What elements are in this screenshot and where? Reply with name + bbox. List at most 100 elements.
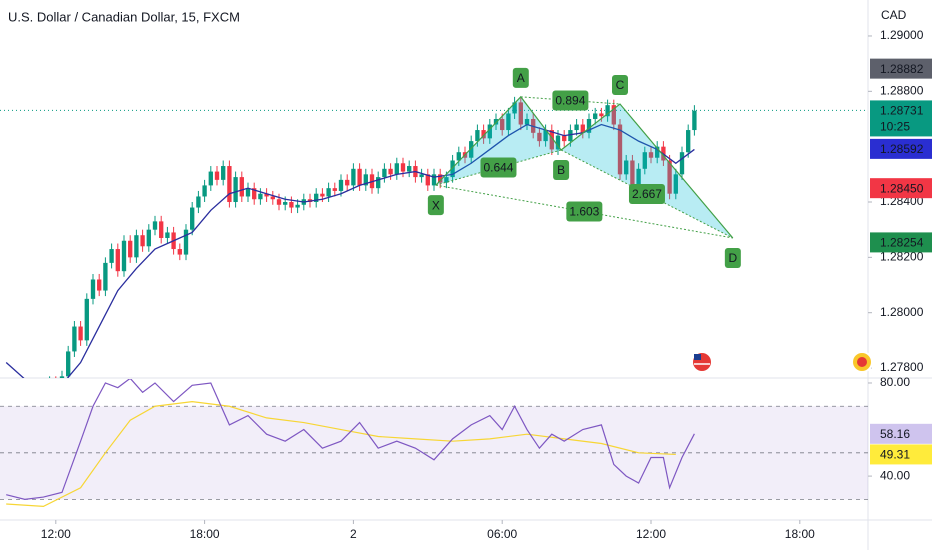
candle-body [159,221,164,238]
y-tick-label: 1.27800 [880,360,924,374]
x-tick-label: 2 [350,527,357,541]
countdown-label: 10:25 [880,120,910,134]
pattern-ratio-label: 1.603 [569,205,599,219]
candle-body [332,188,337,191]
rsi-tick-label: 40.00 [880,468,910,482]
pattern-ratio-label: 0.894 [555,94,585,108]
candle-body [121,240,127,272]
pattern-point-label: C [616,78,625,92]
candle-body [221,166,226,180]
candle-body [128,240,133,258]
currency-label: CAD [881,8,907,22]
candle-body [103,262,108,291]
candle-body [456,152,461,161]
candle-body [642,152,647,169]
candle-body [134,235,139,258]
candle-body [165,232,170,238]
candle-body [493,118,499,125]
candle-body [648,152,654,158]
candle-body [686,130,691,153]
candle-body [276,199,282,205]
candle-body [611,105,616,125]
candle-body [636,168,641,186]
price-tag-label: 1.28882 [880,62,924,76]
pattern-point-label: X [432,198,440,212]
pattern-point-label: A [517,71,525,85]
candle-body [574,124,579,131]
candle-body [400,163,406,172]
candle-body [196,196,201,208]
candle-body [518,102,523,125]
rsi-line [6,379,695,500]
pattern-point-label: D [729,251,738,265]
x-tick-label: 12:00 [41,527,71,541]
candle-body [487,124,492,139]
candle-body [605,105,610,117]
candle-body [394,163,399,175]
candle-body [202,185,207,197]
pattern-point-box [512,67,529,88]
candle-body [450,160,455,178]
candle-body [438,174,443,183]
candle-body [512,102,517,114]
candle-body [97,279,102,291]
candle-body [283,202,288,205]
candle-body [314,193,319,203]
pattern-fill [561,104,733,238]
price-tag [870,178,932,199]
candle-body [214,171,220,180]
axes: 1.290001.288001.284001.282001.280001.278… [41,28,932,541]
pattern-fill [435,96,562,186]
y-tick-label: 1.28000 [880,305,924,319]
pattern-point-box [612,75,628,96]
rsi-tag [870,423,932,444]
candle-body [376,177,381,189]
price-tag [870,232,932,253]
chart-title: U.S. Dollar / Canadian Dollar, 15, FXCM [8,9,240,24]
pattern-point-box [724,247,741,268]
candle-body [593,113,598,119]
candle-body [580,124,585,133]
candle-body [562,135,567,142]
last-price-label: 1.28731 [880,104,924,118]
candle-body [208,171,213,186]
pattern-ratio-label: 2.667 [632,187,662,201]
candle-body [239,177,244,197]
x-tick-label: 18:00 [190,527,220,541]
candle-body [407,166,412,172]
rsi-tag-label: 58.16 [880,427,910,441]
x-tick-label: 12:00 [636,527,666,541]
candle-body [258,193,263,200]
candle-body [599,113,604,117]
candle-body [66,351,71,377]
candle-body [586,118,592,133]
candle-body [444,177,449,183]
pattern-point-box [427,195,444,216]
pattern-ratio-box [552,90,589,111]
candle-body [475,130,480,142]
candle-body [84,298,89,341]
candle-body [320,193,325,197]
candle-body [78,326,83,341]
candle-body [524,118,530,125]
flag-icon [691,351,713,373]
price-pane: 0.644 0.894 2.667 1.603 X A B C D [0,67,868,378]
pattern-ratio-box [566,201,603,222]
moving-average [5,123,695,378]
rsi-tag-label: 49.31 [880,448,910,462]
price-tag [870,138,932,159]
candle-body [692,110,697,131]
candle-body [388,168,393,175]
candle-body [617,124,623,175]
pattern-ratio-label: 0.644 [483,161,513,175]
candle-body [673,174,678,194]
candle-body [295,204,300,208]
pattern-ratio-box [628,183,665,204]
candle-body [289,202,294,208]
candle-body [264,193,269,197]
candle-body [338,179,344,191]
candle-body [549,130,554,150]
candle-body [555,135,561,150]
candle-body [115,249,120,272]
